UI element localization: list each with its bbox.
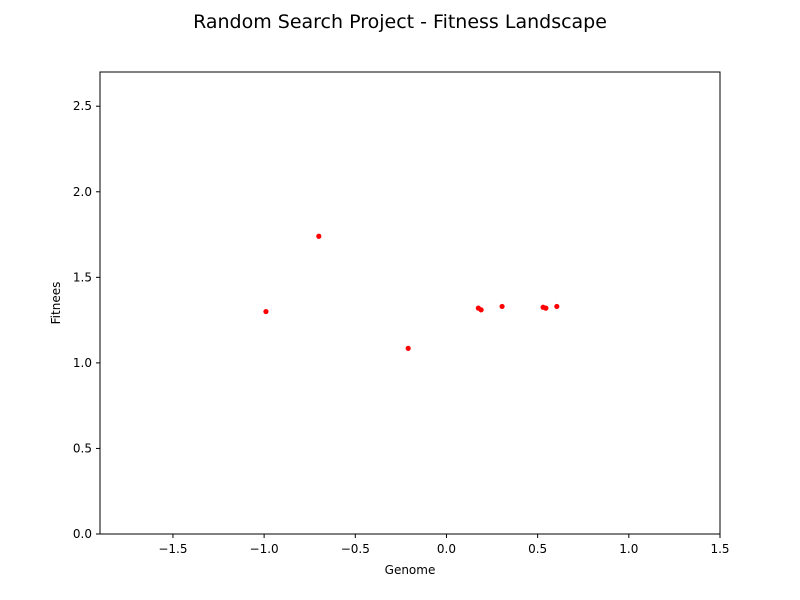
x-axis-label: Genome <box>385 563 436 577</box>
data-point <box>554 303 560 310</box>
data-point <box>478 307 484 313</box>
axes-frame <box>99 71 721 535</box>
x-tick-label: 0.5 <box>528 542 547 556</box>
y-axis-ticks: 0.0 0.5 1.0 1.5 2.0 2.5 <box>73 99 100 541</box>
chart-title: Random Search Project - Fitness Landscap… <box>193 11 607 33</box>
x-tick-label: −0.5 <box>341 542 370 556</box>
x-tick-label: 0.0 <box>437 542 456 556</box>
data-point <box>543 305 549 311</box>
x-tick-label: 1.0 <box>619 542 638 556</box>
y-tick-label: 1.0 <box>73 356 92 370</box>
data-point <box>263 308 269 315</box>
data-point <box>499 303 505 310</box>
y-tick-label: 0.5 <box>73 441 92 455</box>
x-tick-label: −1.0 <box>250 542 279 556</box>
x-axis-ticks: −1.5 −1.0 −0.5 0.0 0.5 1.0 1.5 <box>158 534 730 556</box>
x-tick-label: −1.5 <box>158 542 187 556</box>
data-points <box>263 233 560 351</box>
y-tick-label: 1.5 <box>73 270 92 284</box>
y-tick-label: 2.5 <box>73 99 92 113</box>
data-point <box>316 233 322 239</box>
data-point <box>405 345 411 351</box>
y-tick-label: 2.0 <box>73 185 92 199</box>
y-axis-label: Fitnees <box>49 282 63 325</box>
y-tick-label: 0.0 <box>73 527 92 541</box>
x-tick-label: 1.5 <box>710 542 729 556</box>
plot-area <box>99 71 721 535</box>
